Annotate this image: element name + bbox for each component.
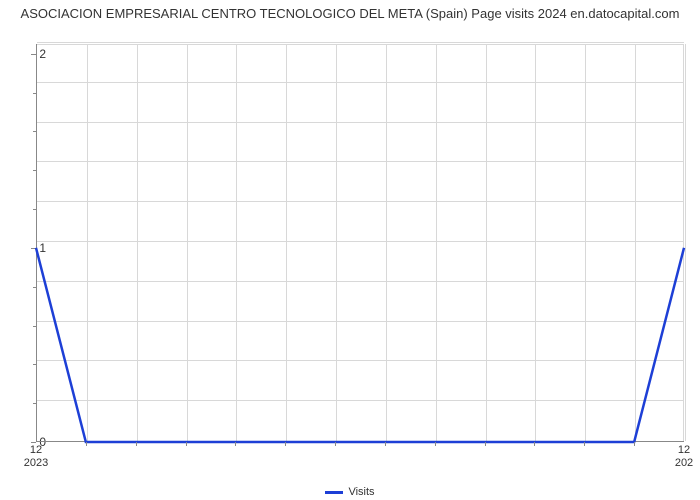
line-plot-svg xyxy=(36,44,684,442)
x-year-label: 2023 xyxy=(24,457,48,469)
x-tick-minor xyxy=(534,442,535,446)
x-tick-minor xyxy=(485,442,486,446)
legend-label: Visits xyxy=(348,486,374,498)
x-tick-label: 12 xyxy=(30,444,42,456)
legend: Visits xyxy=(0,486,700,498)
x-tick-minor xyxy=(186,442,187,446)
x-tick-minor xyxy=(235,442,236,446)
y-tick-major xyxy=(31,442,36,443)
grid-horizontal xyxy=(37,42,684,43)
x-tick-minor xyxy=(584,442,585,446)
x-tick-minor xyxy=(634,442,635,446)
grid-vertical xyxy=(685,44,686,441)
x-tick-label: 12 xyxy=(678,444,690,456)
x-tick-minor xyxy=(285,442,286,446)
chart-title: ASOCIACION EMPRESARIAL CENTRO TECNOLOGIC… xyxy=(0,0,700,25)
x-year-label: 202 xyxy=(675,457,693,469)
x-tick-minor xyxy=(86,442,87,446)
plot-wrap xyxy=(36,44,684,442)
legend-swatch xyxy=(325,491,343,494)
x-tick-minor xyxy=(385,442,386,446)
x-tick-minor xyxy=(435,442,436,446)
x-tick-minor xyxy=(335,442,336,446)
series-line-visits xyxy=(36,248,684,442)
x-tick-minor xyxy=(136,442,137,446)
chart-container: ASOCIACION EMPRESARIAL CENTRO TECNOLOGIC… xyxy=(0,0,700,500)
